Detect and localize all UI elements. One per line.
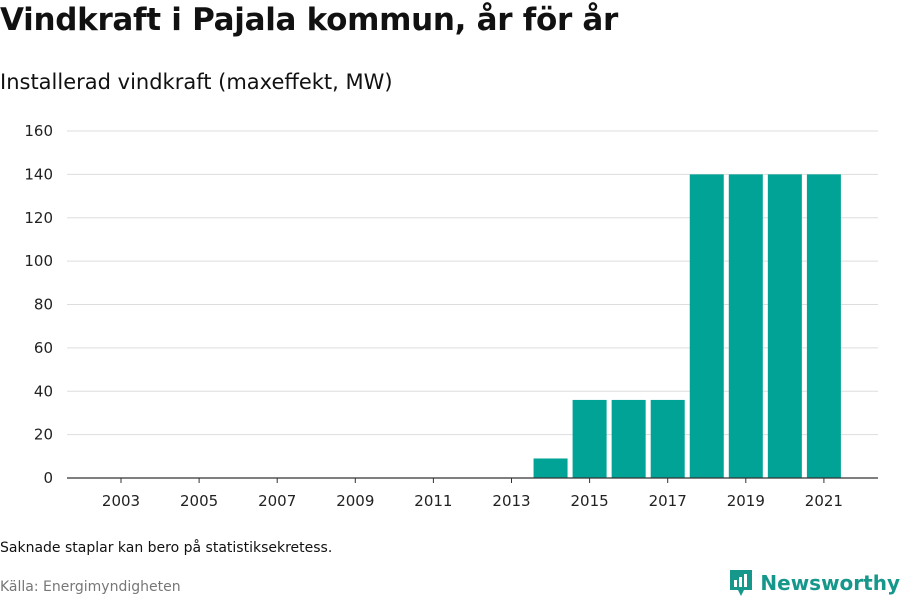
bar-2019 (728, 174, 763, 478)
y-tick-label: 0 (43, 469, 53, 487)
y-tick-label: 60 (34, 339, 53, 357)
y-tick-label: 140 (24, 165, 53, 183)
x-tick-label: 2009 (336, 492, 374, 510)
x-tick-label: 2019 (727, 492, 765, 510)
newsworthy-logo-icon (730, 570, 753, 596)
y-tick-label: 80 (34, 296, 53, 314)
x-tick-label: 2017 (649, 492, 687, 510)
x-tick-label: 2003 (102, 492, 140, 510)
source-label: Källa: Energimyndigheten (0, 579, 181, 595)
bar-2015 (572, 399, 607, 478)
y-tick-label: 40 (34, 382, 53, 400)
y-tick-label: 120 (24, 209, 53, 227)
bar-chart: 0 20 40 60 80 100 120 140 160 2003 2005 2007 2009 201… (24, 122, 878, 510)
bar-2021 (806, 174, 841, 478)
y-tick-label: 100 (24, 252, 53, 270)
axes: 0 20 40 60 80 100 120 140 160 2003 2005 2007 2009 201… (24, 122, 878, 510)
chart-title: Vindkraft i Pajala kommun, år för år (0, 2, 619, 38)
x-tick-label: 2007 (258, 492, 296, 510)
brand-logo[interactable]: Newsworthy (728, 568, 900, 598)
y-tick-label: 160 (24, 122, 53, 140)
brand-name: Newsworthy (760, 571, 900, 595)
bars (533, 174, 841, 478)
bar-2014 (533, 458, 568, 478)
footnote: Saknade staplar kan bero på statistiksek… (0, 540, 333, 556)
x-tick-label: 2013 (492, 492, 530, 510)
y-tick-label: 20 (34, 426, 53, 444)
bar-2017 (650, 399, 685, 478)
x-tick-label: 2015 (571, 492, 609, 510)
bar-2016 (611, 399, 646, 478)
x-tick-label: 2011 (414, 492, 452, 510)
x-tick-label: 2021 (805, 492, 843, 510)
bar-2020 (767, 174, 802, 478)
bar-2018 (689, 174, 724, 478)
x-tick-label: 2005 (180, 492, 218, 510)
chart-subtitle: Installerad vindkraft (maxeffekt, MW) (0, 70, 393, 94)
